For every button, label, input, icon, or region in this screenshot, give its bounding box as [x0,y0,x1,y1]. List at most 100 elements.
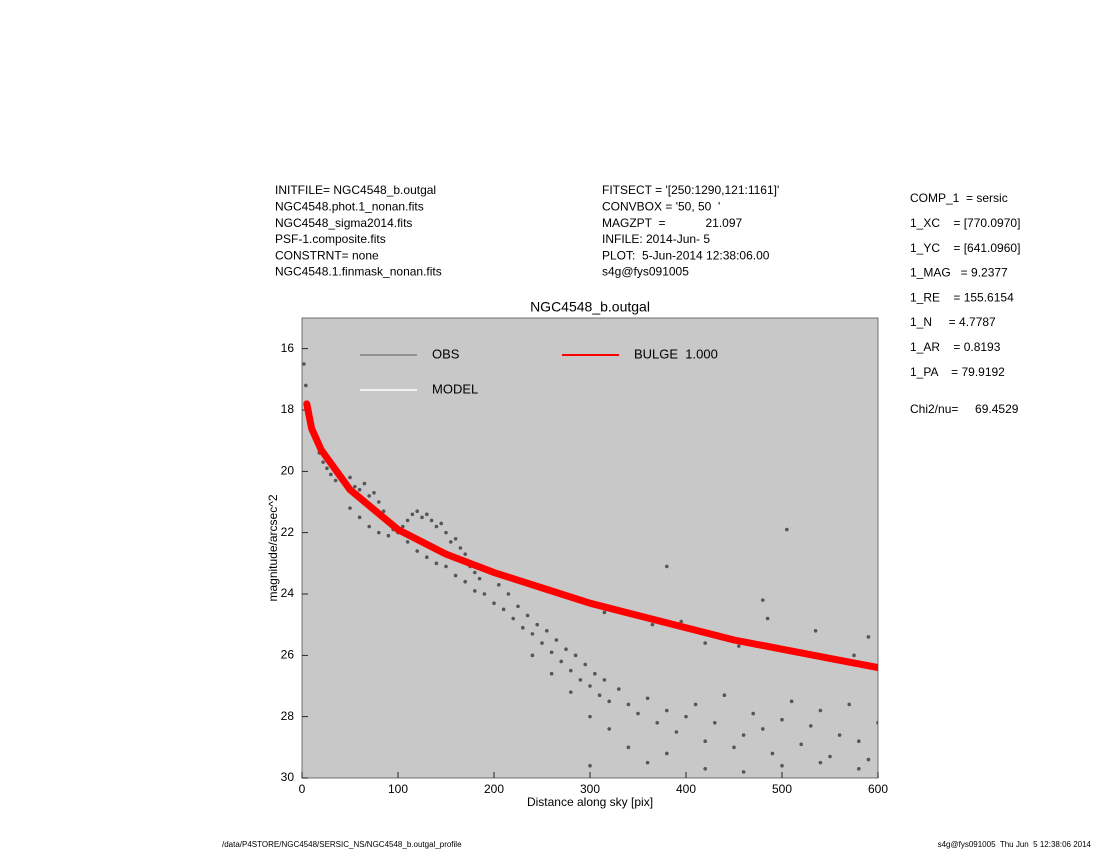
component-param: 1_AR = 0.8193 [910,340,1001,354]
obs-point [799,742,803,747]
x-tick-label: 200 [484,782,504,796]
obs-point [650,622,655,627]
obs-point [473,570,477,575]
component-param: 1_N = 4.7787 [910,315,996,329]
obs-point [876,721,878,725]
obs-point [828,754,832,759]
obs-point [362,481,367,486]
y-tick-label: 30 [281,770,295,784]
obs-point [789,699,794,704]
obs-point [837,733,842,737]
obs-point [506,592,511,596]
header-middle-line: MAGZPT = 21.097 [602,216,742,230]
header-middle-line: s4g@fys091005 [602,265,689,279]
obs-point [473,589,477,593]
header-left-line: NGC4548.phot.1_nonan.fits [275,199,424,213]
obs-point [549,671,554,676]
obs-point [818,708,823,713]
obs-point [554,638,559,642]
component-param: 1_PA = 79.9192 [910,365,1005,379]
obs-point [597,693,602,697]
obs-point [578,678,583,682]
obs-point [569,690,573,694]
x-tick-label: 500 [772,782,792,796]
obs-point [761,598,765,602]
obs-point [425,555,429,559]
legend-label: OBS [432,346,460,361]
obs-point [737,644,741,648]
obs-point [444,530,448,535]
y-tick-label: 24 [281,586,295,600]
obs-point [645,696,650,701]
obs-point [463,552,468,556]
chi2: Chi2/nu= 69.4529 [910,402,1019,416]
obs-point [429,518,434,523]
obs-point [626,745,631,750]
obs-point [665,751,669,756]
obs-point [857,739,861,743]
obs-point [809,724,813,728]
x-tick-label: 100 [388,782,408,796]
obs-point [377,500,381,504]
header-left-line: PSF-1.composite.fits [275,232,386,246]
obs-point [583,662,587,667]
obs-point [304,383,308,388]
obs-point [458,546,463,550]
chart-title: NGC4548_b.outgal [530,299,650,315]
obs-point [434,561,439,566]
obs-point [703,739,707,743]
obs-point [367,494,372,498]
obs-point [655,721,659,725]
x-tick-label: 400 [676,782,696,796]
obs-point [348,475,352,480]
obs-point [325,466,329,471]
legend-label: MODEL [432,381,478,396]
y-tick-label: 26 [281,648,295,662]
component-param: 1_XC = [770.0970] [910,216,1020,230]
obs-point [540,641,544,645]
obs-point [722,693,727,697]
obs-point [588,714,592,719]
obs-point [482,592,487,596]
y-tick-label: 20 [281,464,295,478]
obs-point [405,540,410,544]
obs-point [564,647,568,651]
obs-point [607,727,611,731]
obs-point [573,653,578,658]
obs-point [521,625,525,630]
obs-point [511,616,515,621]
obs-point [530,632,535,636]
component-param: 1_RE = 155.6154 [910,290,1014,304]
y-tick-label: 28 [281,709,295,723]
obs-point [588,763,592,768]
obs-point [866,757,871,762]
obs-point [415,509,420,513]
header-left-line: NGC4548.1.finmask_nonan.fits [275,265,442,279]
footer-path: /data/P4STORE/NGC4548/SERSIC_NS/NGC4548_… [222,840,462,849]
obs-point [713,721,717,725]
obs-point [449,540,453,544]
obs-point [333,478,338,483]
plot-area [301,317,879,779]
y-axis-label: magnitude/arcsec^2 [266,494,280,601]
obs-point [329,472,333,477]
obs-point [367,524,372,529]
obs-point [703,767,707,771]
obs-point [679,619,683,624]
obs-point [732,745,736,750]
obs-point [645,760,650,765]
obs-point [674,730,679,734]
header-middle-line: PLOT: 5-Jun-2014 12:38:06.00 [602,248,770,262]
obs-point [602,678,607,682]
obs-point [857,767,861,771]
component-param: COMP_1 = sersic [910,191,1008,205]
obs-point [425,512,429,517]
obs-point [525,613,530,618]
obs-point [353,484,357,489]
obs-point [372,491,376,495]
obs-point [386,533,391,538]
obs-point [684,714,688,719]
header-middle-line: FITSECT = '[250:1290,121:1161]' [602,183,779,197]
obs-point [302,362,306,366]
obs-point [569,668,573,673]
